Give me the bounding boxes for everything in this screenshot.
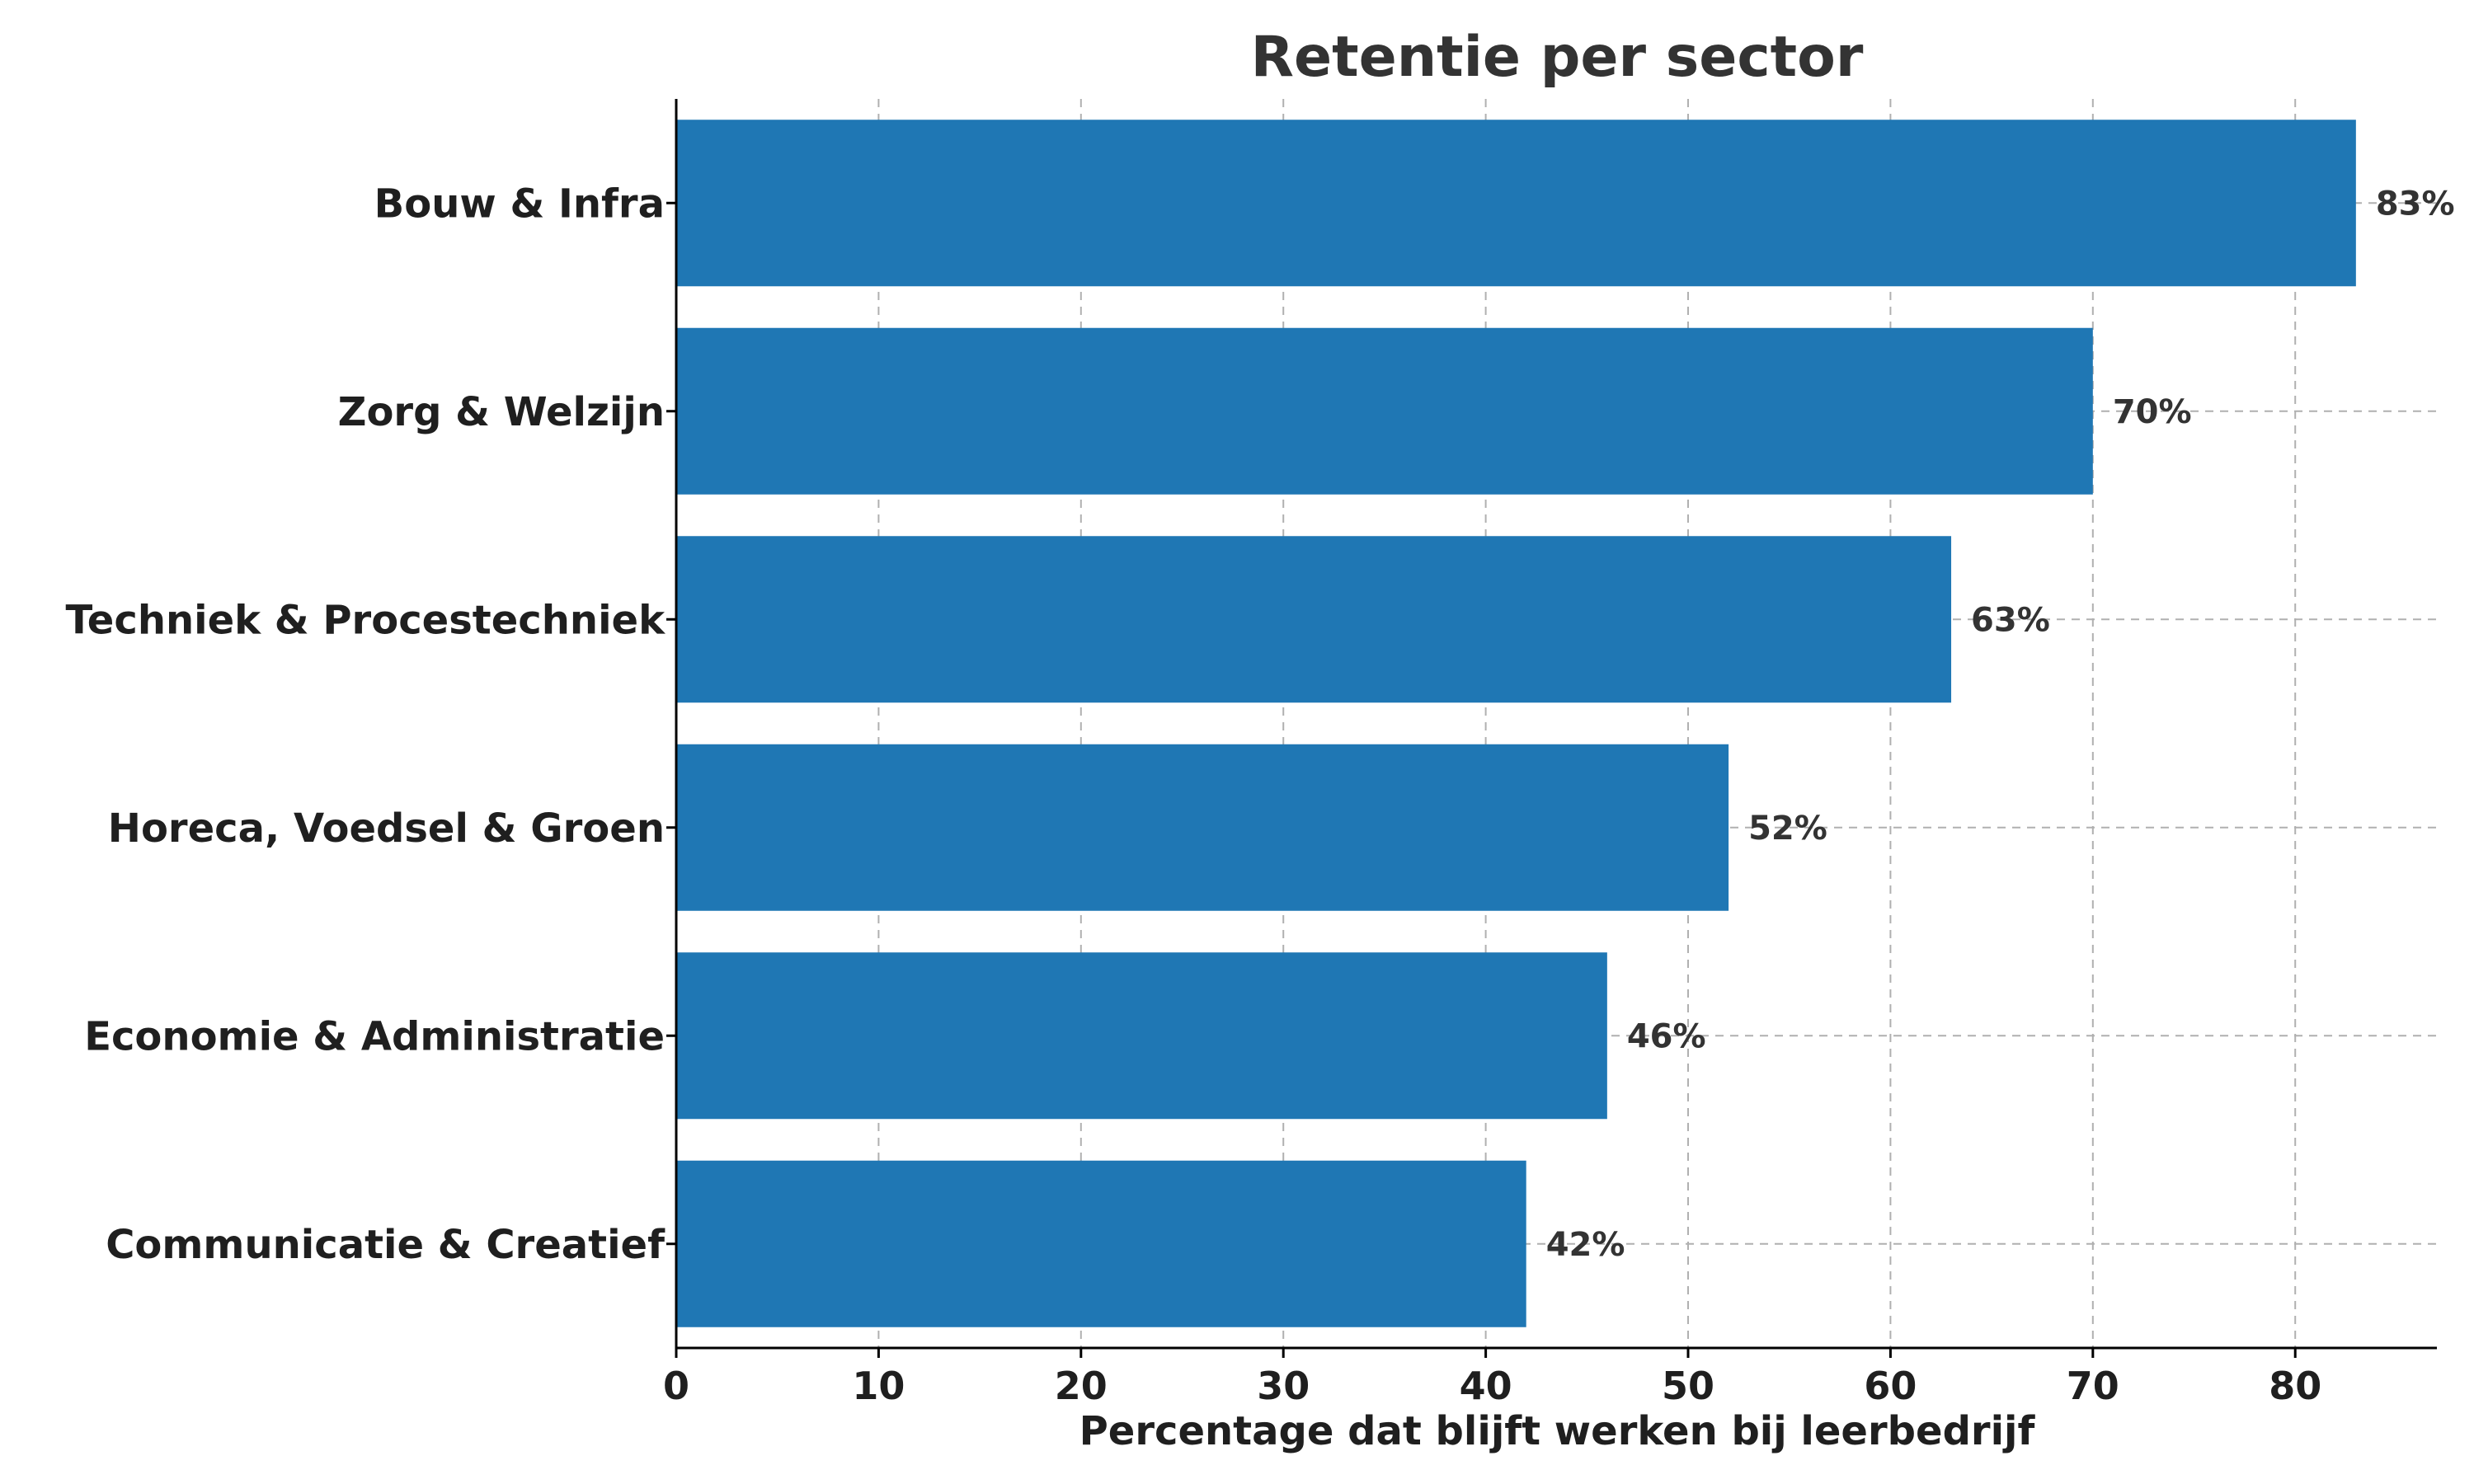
data-label: 83% xyxy=(2376,185,2455,223)
y-tick-label: Bouw & Infra xyxy=(374,181,665,227)
x-tick-label: 40 xyxy=(1460,1364,1512,1408)
x-tick-label: 20 xyxy=(1055,1364,1108,1408)
x-axis-title: Percentage dat blijft werken bij leerbed… xyxy=(1079,1408,2036,1454)
bar xyxy=(676,1160,1526,1327)
labels-layer: Bouw & Infra 83% Zorg & Welzijn 70% Techniek… xyxy=(65,181,2454,1408)
data-label: 46% xyxy=(1627,1017,1706,1055)
x-tick-label: 80 xyxy=(2269,1364,2321,1408)
bar xyxy=(676,952,1607,1120)
chart-title: Retentie per sector xyxy=(1251,25,1864,90)
data-label: 42% xyxy=(1546,1226,1625,1264)
bar xyxy=(676,327,2093,495)
x-tick-label: 10 xyxy=(852,1364,905,1408)
bar xyxy=(676,536,1952,703)
data-label: 70% xyxy=(2113,393,2192,431)
bar xyxy=(676,744,1729,911)
data-label: 63% xyxy=(1971,601,2050,639)
y-tick-label: Economie & Administratie xyxy=(84,1013,665,1059)
axes-layer xyxy=(666,99,2437,1358)
x-tick-label: 60 xyxy=(1864,1364,1917,1408)
y-tick-label: Communicatie & Creatief xyxy=(106,1222,666,1268)
x-tick-label: 0 xyxy=(663,1364,689,1408)
data-label: 52% xyxy=(1748,810,1827,848)
y-tick-label: Techniek & Procestechniek xyxy=(65,597,666,643)
bars-layer xyxy=(676,120,2356,1327)
y-tick-label: Horeca, Voedsel & Groen xyxy=(108,805,665,852)
x-tick-label: 70 xyxy=(2067,1364,2119,1408)
bar xyxy=(676,120,2356,287)
x-tick-label: 30 xyxy=(1257,1364,1310,1408)
x-tick-label: 50 xyxy=(1662,1364,1714,1408)
y-tick-label: Zorg & Welzijn xyxy=(338,389,665,435)
